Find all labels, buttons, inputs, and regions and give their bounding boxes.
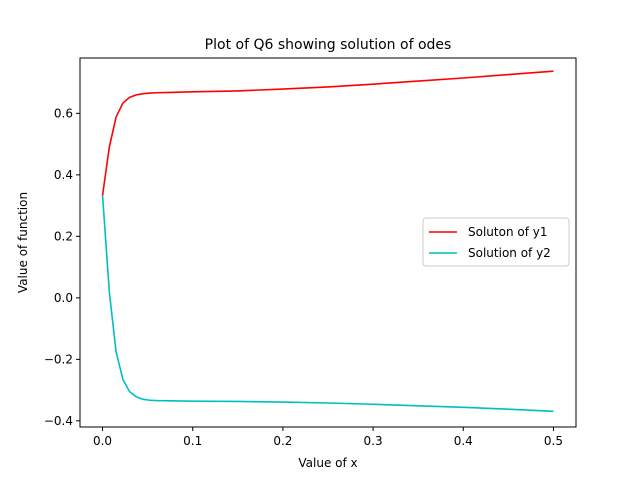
x-tick-label: 0.1 — [183, 434, 202, 448]
y-axis: −0.4 −0.2 0.0 0.2 0.4 0.6 — [44, 106, 80, 428]
y-tick-label: 0.6 — [54, 106, 73, 120]
x-tick-label: 0.2 — [273, 434, 292, 448]
series-line-2 — [101, 195, 554, 413]
y-tick-label: −0.2 — [44, 352, 73, 366]
x-tick-label: 0.0 — [93, 434, 112, 448]
chart-title: Plot of Q6 showing solution of odes — [205, 37, 452, 53]
legend: Soluton of y1 Solution of y2 — [422, 217, 570, 267]
x-tick-label: 0.3 — [364, 434, 383, 448]
y-tick-label: −0.4 — [44, 414, 73, 428]
axes-frame — [79, 57, 577, 428]
x-tick-label: 0.4 — [454, 434, 473, 448]
legend-label-1: Soluton of y1 — [468, 225, 547, 239]
plot-lines — [101, 70, 554, 413]
series-line-1 — [101, 70, 554, 196]
legend-label-2: Solution of y2 — [468, 246, 551, 260]
y-tick-label: 0.2 — [54, 229, 73, 243]
x-axis-label: Value of x — [298, 456, 357, 470]
x-axis: 0.0 0.1 0.2 0.3 0.4 0.5 — [93, 427, 563, 448]
y-tick-label: 0.4 — [54, 168, 73, 182]
y-tick-label: 0.0 — [54, 291, 73, 305]
y-axis-label: Value of function — [16, 192, 30, 293]
legend-box — [422, 217, 570, 267]
x-tick-label: 0.5 — [544, 434, 563, 448]
